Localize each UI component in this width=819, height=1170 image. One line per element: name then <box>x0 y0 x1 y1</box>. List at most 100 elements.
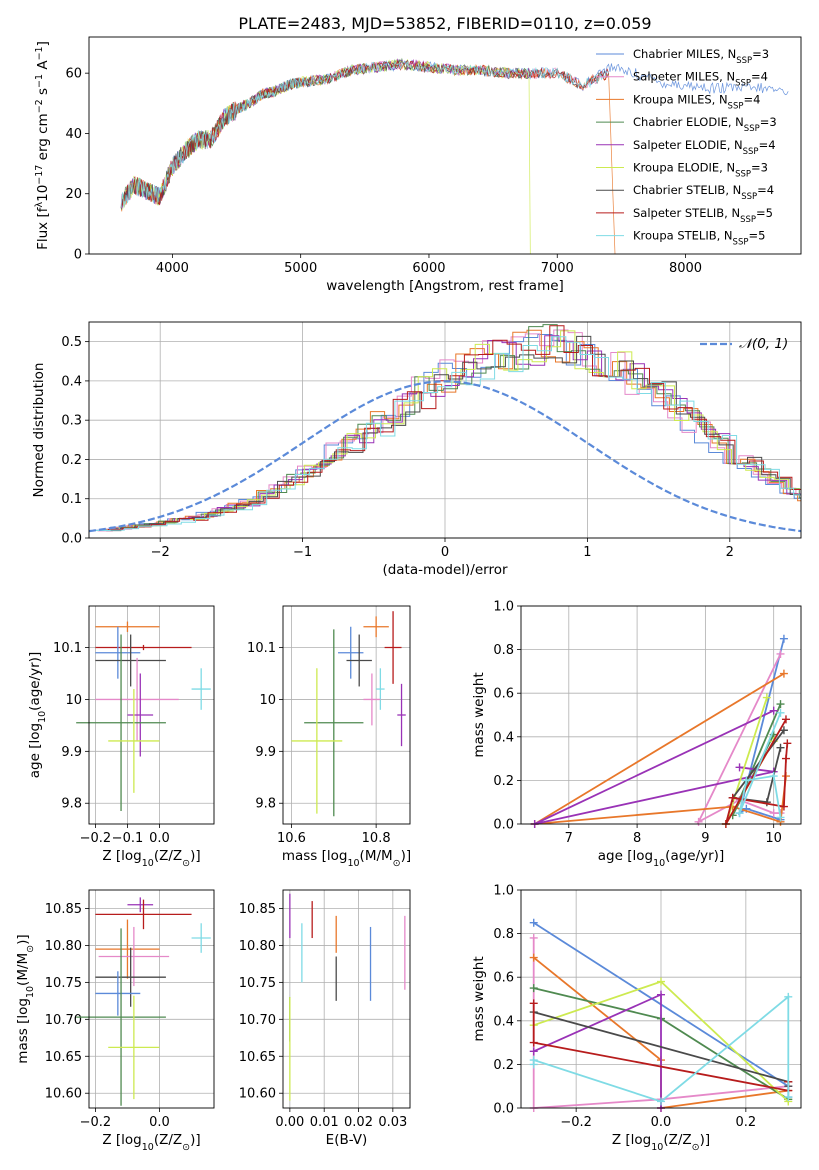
age_vs_Z-xlabel-part: Z [log <box>102 848 141 864</box>
y-tick-label: 10.85 <box>239 902 276 917</box>
y-tick-label: 0.8 <box>493 927 514 942</box>
weight-marker-chabrier_elodie <box>529 984 538 993</box>
y-tick-label: 0.8 <box>493 643 514 658</box>
mass_weight_vs_age-xlabel-part: (age/yr)] <box>665 848 724 864</box>
residuals-xlabel: (data-model)/error <box>382 562 508 578</box>
legend-label-part: Chabrier STELIB, N <box>633 183 741 197</box>
y-tick-label: 0.5 <box>61 335 82 350</box>
residuals-steps <box>89 324 801 533</box>
weight-marker-kroupa_stelib <box>784 992 793 1001</box>
spectrum-ylabel-part: ] <box>35 41 51 46</box>
age_vs_mass-xlabel-part: (M/M <box>360 848 393 864</box>
age_vs_mass-xlabel-part: mass [log <box>282 848 348 864</box>
x-tick-label: 4000 <box>156 261 189 276</box>
residual-step-salpeter_elodie <box>89 335 801 531</box>
spectrum-ylabel-part: λ <box>34 202 45 208</box>
spectrum-ylabel-part: erg cm <box>35 113 51 164</box>
mass_vs_EBV-points <box>289 893 406 1101</box>
x-tick-label: 7 <box>565 831 573 846</box>
age_vs_mass-axes: 10.6 10.8 9.8 9.9 10 10.1 <box>247 606 410 846</box>
age_vs_Z-frame <box>88 605 215 825</box>
y-tick-label: 20 <box>65 187 82 202</box>
legend-label-part: Salpeter STELIB, N <box>633 206 740 220</box>
weight-marker-salpeter_stelib <box>781 715 790 724</box>
y-tick-label: 0.3 <box>61 414 82 429</box>
legend-label-part: Chabrier MILES, N <box>633 47 736 61</box>
legend-label-part: SSP <box>735 79 751 89</box>
weight-marker-salpeter_stelib <box>529 1038 538 1047</box>
spectrum-line-chabrier_stelib <box>120 59 609 208</box>
y-tick-label: 10.75 <box>45 976 82 991</box>
x-tick-label: −0.2 <box>80 1115 112 1130</box>
legend-label-normal: 𝒩(0, 1) <box>739 336 788 352</box>
y-tick-label: 0.2 <box>61 453 82 468</box>
y-tick-label: 9.8 <box>255 797 276 812</box>
spectrum-line-kroupa_miles <box>120 60 616 254</box>
weight-marker-salpeter_elodie <box>735 763 744 772</box>
x-tick-label: −2 <box>151 545 170 560</box>
y-tick-label: 10.65 <box>45 1050 82 1065</box>
mass_vs_Z-ylabel: mass [log10(M/M⊙)] <box>15 934 36 1063</box>
legend-label-part: SSP <box>736 56 752 66</box>
weight-marker-salpeter_elodie <box>657 990 665 999</box>
weight-line-salpeter_elodie <box>533 993 662 1108</box>
weight-marker-kroupa_stelib <box>784 1093 793 1102</box>
x-tick-label: −1 <box>293 545 312 560</box>
mass_weight_vs_Z-ylabel: mass weight <box>471 956 487 1041</box>
spectrum-axes: 4000 5000 6000 7000 8000 0 20 40 60 <box>65 67 702 276</box>
mass_weight_vs_Z-xlabel-part: (Z/Z <box>663 1132 691 1148</box>
age_vs_mass-xlabel-part: ⊙ <box>393 858 401 869</box>
mass_weight_vs_Z-axes: −0.2 0.0 0.2 0.0 0.2 0.4 0.6 0.8 1.0 <box>493 884 801 1130</box>
weight-marker-kroupa_miles <box>529 953 538 962</box>
y-tick-label: 0.1 <box>61 492 82 507</box>
spectrum-ylabel-part: A <box>35 60 51 74</box>
residuals-ylabel: Normed distribution <box>31 363 47 498</box>
residual-step-kroupa_elodie <box>90 330 801 531</box>
weight-marker-chabrier_stelib <box>776 743 785 752</box>
weight-marker-salpeter_stelib <box>728 793 737 802</box>
x-tick-label: 0.03 <box>378 1115 407 1130</box>
y-tick-label: 10 <box>259 693 276 708</box>
y-tick-label: 10.80 <box>239 939 276 954</box>
mass_weight_vs_Z-xlabel: Z [log10(Z/Z⊙)] <box>612 1132 710 1153</box>
spectrum-ylabel-part: 10 <box>35 185 51 202</box>
x-tick-label: 8 <box>633 831 641 846</box>
weight-marker-kroupa_elodie <box>762 693 771 702</box>
x-tick-label: 10.8 <box>362 831 391 846</box>
weight-marker-salpeter_elodie <box>769 706 778 715</box>
legend-label-kroupa_stelib: Kroupa STELIB, NSSP=5 <box>633 229 765 248</box>
legend-label-part: SSP <box>744 124 760 134</box>
legend-label-part: SSP <box>735 170 751 180</box>
weight-marker-kroupa_elodie <box>657 977 665 986</box>
mass_weight_vs_Z-xlabel-part: Z [log <box>612 1132 651 1148</box>
x-tick-label: 0 <box>441 545 449 560</box>
legend-label-kroupa_miles: Kroupa MILES, NSSP=4 <box>633 92 760 111</box>
y-tick-label: 1.0 <box>493 884 514 899</box>
legend-label-part: =4 <box>751 70 768 84</box>
age_vs_mass-xlabel-part: )] <box>401 848 412 864</box>
x-tick-label: 5000 <box>284 261 317 276</box>
mass_vs_EBV-frame <box>282 889 411 1109</box>
legend-label-chabrier_elodie: Chabrier ELODIE, NSSP=3 <box>633 115 777 134</box>
y-tick-label: 10.70 <box>239 1013 276 1028</box>
mass_vs_Z-ylabel-part: )] <box>15 934 31 945</box>
legend-label-part: Kroupa ELODIE, N <box>633 161 735 175</box>
age_vs_mass-xlabel-part: 10 <box>347 858 359 869</box>
y-tick-label: 10.85 <box>45 902 82 917</box>
legend-label-part: =4 <box>757 183 774 197</box>
mass_weight_vs_age-lines <box>530 634 792 828</box>
legend-label-part: Salpeter ELODIE, N <box>633 138 743 152</box>
mass_weight_vs_age-axes: 7 8 9 10 0.0 0.2 0.4 0.6 0.8 1.0 <box>493 600 801 846</box>
legend-label-part: SSP <box>728 101 744 111</box>
weight-marker-kroupa_stelib <box>769 772 778 781</box>
age_vs_Z-xlabel-part: (Z/Z <box>154 848 182 864</box>
x-tick-label: 0.0 <box>149 1115 170 1130</box>
y-tick-label: 10.65 <box>239 1050 276 1065</box>
y-tick-label: 0.6 <box>493 687 514 702</box>
legend-label-part: Kroupa STELIB, N <box>633 229 733 243</box>
legend-label-salpeter_miles: Salpeter MILES, NSSP=4 <box>633 70 768 89</box>
residual-step-kroupa_stelib <box>95 336 801 531</box>
spectrum-ylabel: Flux [fλ10−17 erg cm−2 s−1 A−1] <box>34 41 52 250</box>
spectrum-ylabel-part: −2 <box>34 99 45 113</box>
